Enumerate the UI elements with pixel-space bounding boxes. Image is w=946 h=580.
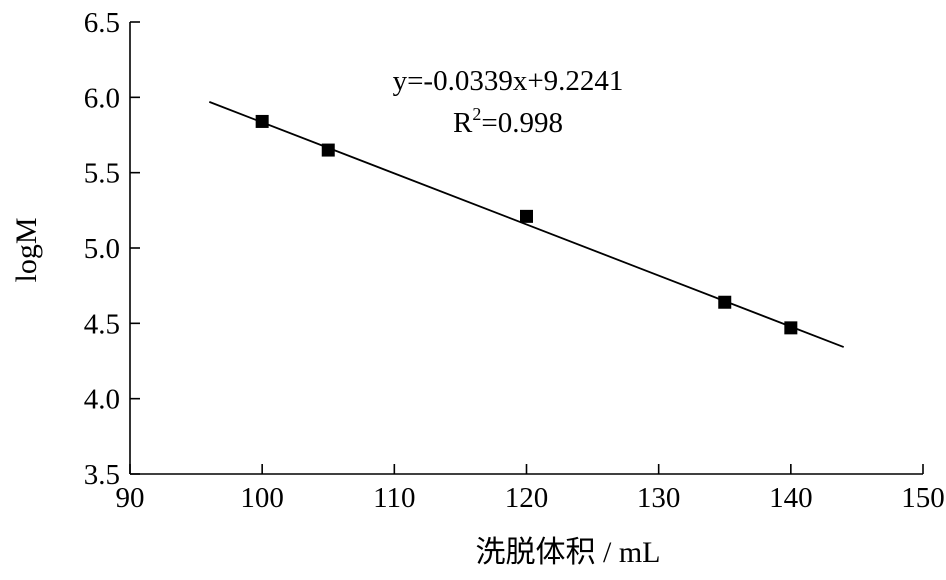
y-tick-label: 3.5	[84, 459, 120, 491]
data-points	[255, 114, 798, 335]
data-point	[520, 209, 533, 223]
x-tick-label: 110	[373, 482, 415, 514]
fit-line-group	[208, 101, 845, 348]
r-squared-superscript: 2	[472, 104, 481, 124]
y-tick-label: 6.0	[84, 82, 120, 114]
y-tick-label: 6.5	[84, 7, 120, 39]
data-point	[255, 114, 269, 128]
y-ticks: 3.5 4.0 4.5 5.0 5.5 6.0 6.5	[84, 7, 140, 491]
fit-line	[208, 101, 845, 348]
y-tick-label: 4.5	[84, 308, 120, 340]
data-point	[718, 295, 732, 309]
y-axis-label: logM	[10, 217, 43, 282]
r-squared-letter: R	[453, 107, 473, 139]
x-ticks: 90 100 110 120 130 140 150	[116, 464, 945, 514]
x-tick-label: 150	[901, 482, 945, 514]
x-tick-label: 140	[769, 482, 813, 514]
x-tick-label: 130	[637, 482, 681, 514]
data-point	[321, 143, 335, 157]
data-point	[784, 321, 798, 335]
r-squared-label: R2=0.998	[453, 104, 563, 139]
x-tick-label: 120	[505, 482, 549, 514]
x-tick-label: 100	[240, 482, 284, 514]
y-tick-label: 4.0	[84, 384, 120, 416]
fit-equation: y=-0.0339x+9.2241	[393, 65, 624, 97]
r-squared-value: =0.998	[481, 107, 563, 139]
x-tick-label: 90	[116, 482, 145, 514]
x-axis-label: 洗脱体积 / mL	[476, 536, 661, 569]
y-tick-label: 5.0	[84, 233, 120, 265]
y-tick-label: 5.5	[84, 158, 120, 190]
